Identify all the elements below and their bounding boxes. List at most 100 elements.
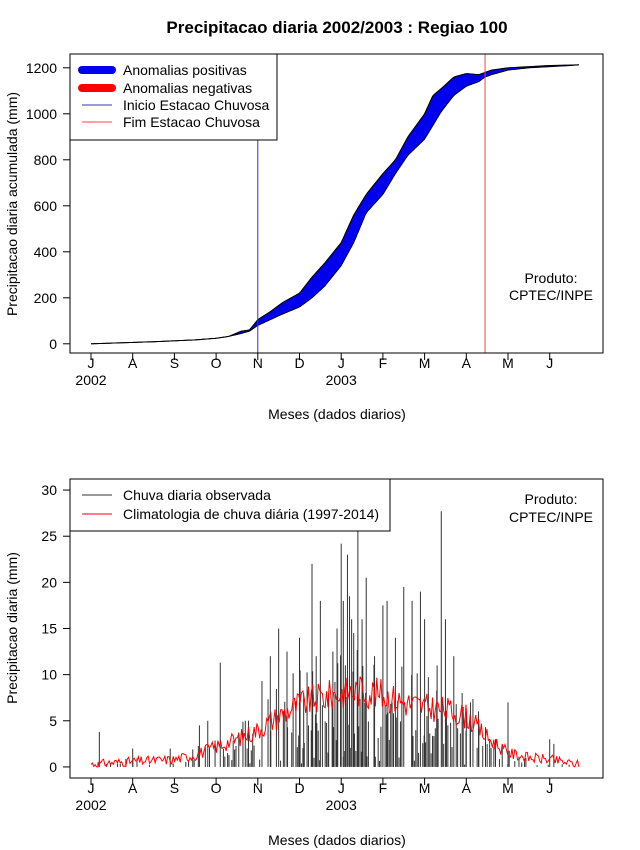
anomaly-segment	[434, 91, 437, 124]
anomaly-segment	[452, 76, 456, 98]
anomaly-segment	[411, 127, 415, 152]
observed-bars	[97, 511, 570, 767]
anomaly-segment	[324, 259, 328, 287]
legend: Anomalias positivas Anomalias negativas …	[69, 53, 278, 141]
x-axis-label: Meses (dados diarios)	[268, 406, 406, 422]
anomaly-segment	[283, 300, 287, 314]
anomaly-segment	[285, 298, 289, 313]
y-axis-label: Precipitacao diaria acumulada (mm)	[4, 92, 20, 316]
anomaly-segment	[312, 273, 315, 298]
climatology-daily-line	[90, 676, 580, 768]
anomaly-segment	[417, 118, 421, 146]
x-axis-2-month-label: M	[502, 780, 514, 796]
product-label-2-line2: CPTEC/INPE	[509, 509, 593, 525]
anomaly-segment	[466, 73, 470, 87]
anomaly-segment	[291, 295, 295, 311]
anomaly-segment	[322, 262, 326, 289]
legend-label-onset: Inicio Estacao Chuvosa	[123, 97, 270, 113]
y-axis-2-tick-label: 0	[49, 759, 57, 775]
x-axis-month-label: M	[502, 355, 514, 371]
legend-label-climatology: Climatologia de chuva diária (1997-2014)	[123, 506, 379, 522]
y-axis-2-tick-label: 30	[41, 482, 57, 498]
anomaly-segment	[454, 75, 458, 96]
anomaly-segment	[334, 246, 338, 275]
x-axis-month-label: D	[294, 355, 304, 371]
anomaly-segment	[338, 241, 342, 270]
anomaly-segment	[326, 257, 330, 285]
anomaly-segment	[468, 73, 472, 86]
y-axis-2-tick-label: 25	[41, 528, 57, 544]
climatology-line	[90, 676, 580, 768]
y-axis: 0 200 400 600 800 1000 1200	[26, 60, 71, 352]
anomaly-segment	[281, 301, 285, 315]
anomaly-segment	[293, 294, 297, 310]
x-axis-month-label: J	[88, 355, 95, 371]
x-axis-month-label: O	[211, 355, 222, 371]
anomaly-segment	[332, 249, 336, 277]
anomaly-segment	[377, 176, 380, 201]
anomaly-segment	[289, 296, 293, 312]
x-axis-2-month-label: J	[546, 780, 553, 796]
x-axis-2-month-label: D	[294, 780, 304, 796]
anomaly-segment	[328, 254, 332, 282]
y-axis-tick-label: 200	[34, 290, 58, 306]
x-axis-2-month-label: M	[419, 780, 431, 796]
anomaly-segment	[415, 121, 419, 148]
x-axis-2-month-label: J	[88, 780, 95, 796]
x-axis-month-label: N	[253, 355, 263, 371]
anomaly-segment	[462, 73, 466, 90]
legend-label-end: Fim Estacao Chuvosa	[123, 114, 260, 130]
x-axis-year-label: 2002	[75, 372, 106, 388]
anomaly-segment	[296, 293, 299, 309]
anomaly-segment	[464, 73, 468, 88]
y-axis-tick-label: 600	[34, 198, 58, 214]
x-axis-2-year-label: 2002	[75, 797, 106, 813]
observed-cumulative-line	[90, 64, 579, 345]
anomaly-segment	[310, 275, 313, 300]
anomaly-segment	[409, 129, 413, 154]
y-axis-2: 0 5 10 15 20 25 30	[41, 482, 71, 775]
y-axis-2-tick-label: 5	[49, 713, 57, 729]
x-axis-month-label: M	[419, 355, 431, 371]
y-axis-tick-label: 0	[49, 336, 57, 352]
anomaly-segment	[440, 86, 443, 114]
x-axis-month-label: F	[379, 355, 388, 371]
anomaly-segment	[470, 73, 474, 85]
anomaly-segment	[422, 113, 425, 142]
legend-label-observed: Chuva diaria observada	[123, 487, 271, 503]
x-axis-month-label: A	[128, 355, 138, 371]
x-axis-2-month-label: A	[128, 780, 138, 796]
cumulative-lines	[90, 64, 579, 345]
x-axis-year-label: 2003	[326, 372, 357, 388]
y-axis-label-2: Precipitacao diaria (mm)	[4, 552, 20, 704]
legend-2: Chuva diaria observada Climatologia de c…	[69, 478, 391, 532]
anomaly-segment	[450, 77, 454, 101]
product-label-2-line1: Produto:	[525, 491, 578, 507]
x-axis-month-label: S	[170, 355, 179, 371]
anomaly-segment	[446, 80, 450, 106]
y-axis-tick-label: 1000	[26, 106, 57, 122]
anomaly-segment	[442, 84, 446, 111]
anomaly-segment	[444, 82, 448, 108]
chart-title: Precipitacao diaria 2002/2003 : Regiao 1…	[166, 18, 507, 37]
anomaly-segment	[320, 264, 324, 291]
anomaly-segment	[375, 179, 378, 204]
anomaly-segment	[336, 244, 340, 272]
y-axis-tick-label: 800	[34, 152, 58, 168]
y-axis-2-tick-label: 10	[41, 667, 57, 683]
x-axis-2-month-label: O	[211, 780, 222, 796]
anomaly-segment	[456, 75, 460, 94]
x-axis-2-month-label: F	[379, 780, 388, 796]
anomaly-segment	[379, 174, 383, 199]
anomaly-segment	[436, 90, 439, 121]
product-label-line2: CPTEC/INPE	[509, 287, 593, 303]
anomaly-segment	[474, 74, 478, 84]
x-axis-month-label: J	[546, 355, 553, 371]
anomaly-segment	[298, 291, 301, 308]
anomaly-segment	[458, 74, 462, 93]
anomaly-segment	[371, 184, 374, 208]
